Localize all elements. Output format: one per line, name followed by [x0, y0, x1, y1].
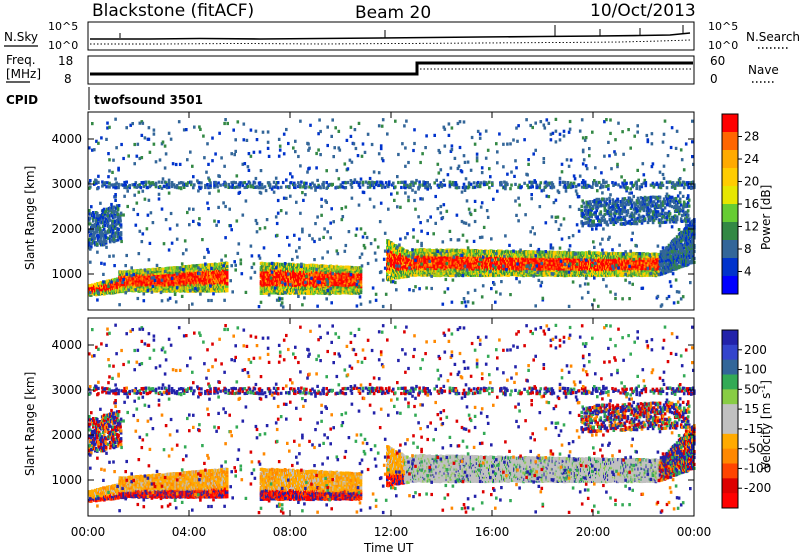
station-title: Blackstone (fitACF)	[92, 1, 254, 21]
noise-spikes	[119, 25, 684, 38]
noise-tick-top-left: 10^5	[48, 20, 78, 33]
freq-tick-bottom: 8	[64, 72, 72, 86]
freq-left-label-1: Freq.	[6, 53, 36, 67]
date-title: 10/Oct/2013	[590, 1, 696, 21]
freq-panel-frame	[87, 55, 695, 85]
noise-tick-top-right: 10^5	[708, 20, 738, 33]
nave-tick-bottom: 0	[710, 72, 718, 86]
freq-trace	[90, 61, 693, 76]
noise-sky-trace	[90, 32, 691, 40]
noise-right-label: N.Search	[746, 30, 800, 44]
beam-title: Beam 20	[355, 3, 431, 23]
cpid-value: twofsound 3501	[94, 93, 203, 107]
nave-label: Nave	[748, 63, 779, 77]
nave-tick-top: 60	[710, 54, 725, 68]
noise-panel-frame	[87, 21, 695, 51]
power-heatmap	[88, 117, 696, 309]
range-gate-cell	[359, 280, 363, 284]
noise-left-label: N.Sky	[4, 30, 38, 44]
range-gate-cell	[90, 293, 93, 297]
range-gate-cell	[108, 284, 112, 289]
noise-tick-bottom-right: 10^0	[708, 39, 738, 52]
cpid-label: CPID	[6, 93, 38, 107]
noise-tick-bottom-left: 10^0	[48, 39, 78, 52]
noise-search-trace	[90, 39, 691, 45]
range-gate-cell	[225, 264, 229, 268]
range-gate-cell	[225, 270, 229, 275]
range-gate-cell	[111, 288, 115, 293]
freq-tick-top: 18	[58, 54, 73, 68]
range-gate-cell	[88, 284, 91, 288]
range-gate-cell	[102, 287, 105, 291]
range-gate-cell	[225, 261, 229, 266]
freq-left-label-2: [MHz]	[6, 67, 41, 81]
